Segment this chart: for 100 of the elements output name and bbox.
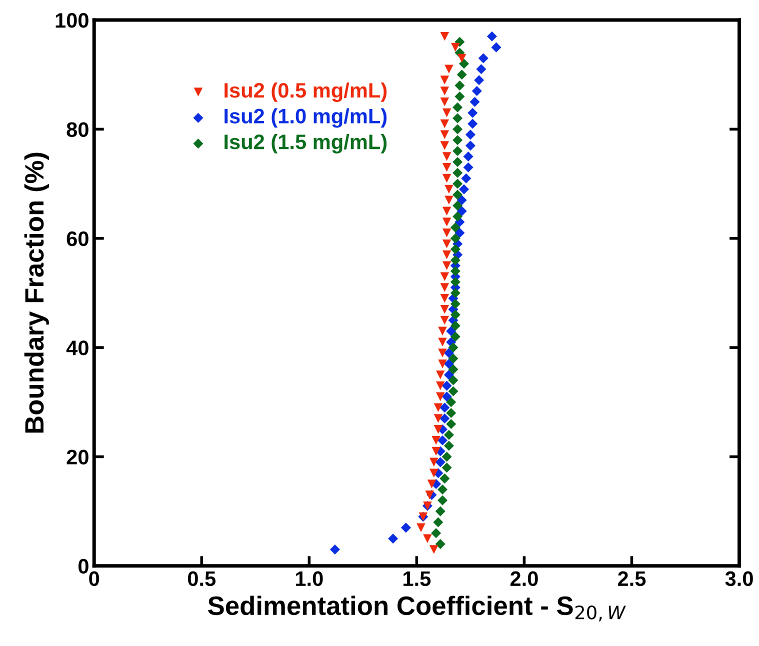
point	[430, 468, 438, 478]
point	[461, 173, 472, 184]
point	[440, 32, 450, 41]
point	[444, 430, 454, 440]
x-tick-label: 0	[89, 571, 100, 586]
y-tick-label: 80	[66, 122, 88, 137]
point	[432, 446, 440, 456]
point	[425, 490, 434, 500]
point	[442, 163, 452, 172]
point	[465, 130, 476, 140]
point	[444, 358, 454, 369]
point	[442, 392, 452, 402]
point	[478, 53, 488, 64]
point	[442, 228, 452, 238]
point	[446, 418, 456, 429]
point	[450, 233, 460, 244]
point	[463, 162, 474, 172]
point	[468, 108, 478, 118]
point	[433, 517, 444, 528]
x-tick-label: 2.5	[618, 571, 646, 586]
legend-label: Isu2 (1.5 mg/mL)	[224, 134, 387, 154]
point	[416, 523, 426, 532]
point	[436, 381, 445, 390]
point	[436, 392, 445, 402]
point	[444, 348, 454, 358]
point	[440, 283, 450, 292]
point	[452, 113, 463, 124]
point	[456, 70, 467, 80]
point	[440, 304, 450, 314]
y-tick-label: 20	[66, 450, 88, 464]
legend-label: Isu2 (0.5 mg/mL)	[224, 82, 387, 102]
point	[432, 436, 440, 445]
point	[440, 402, 450, 413]
point	[450, 332, 460, 342]
point	[442, 206, 452, 216]
point	[452, 212, 463, 222]
point	[452, 102, 463, 112]
point	[440, 316, 450, 325]
point	[440, 474, 450, 484]
point	[444, 184, 454, 194]
point	[438, 348, 447, 358]
point	[440, 272, 450, 281]
point	[457, 54, 466, 63]
point	[440, 98, 450, 106]
point	[474, 75, 484, 86]
point	[486, 31, 497, 42]
point	[448, 342, 458, 353]
point	[440, 119, 450, 128]
y-tick-label: 0	[78, 558, 88, 574]
point	[470, 96, 480, 107]
point	[448, 386, 458, 396]
y-tick-label: 60	[66, 231, 88, 246]
point	[434, 403, 443, 412]
point	[431, 528, 442, 538]
point	[434, 414, 443, 423]
point	[430, 545, 438, 554]
point	[472, 86, 482, 96]
point	[452, 124, 463, 134]
point	[442, 239, 452, 248]
point	[427, 480, 436, 488]
point	[437, 484, 448, 494]
point	[442, 380, 452, 391]
point	[450, 222, 460, 232]
legend-label: Isu2 (1.0 mg/mL)	[224, 108, 387, 128]
point	[440, 414, 450, 424]
point	[388, 534, 398, 544]
point	[444, 64, 454, 74]
point	[442, 250, 452, 260]
point	[442, 452, 452, 462]
point	[444, 370, 454, 380]
point	[438, 338, 447, 346]
point	[446, 408, 456, 418]
point	[442, 152, 452, 161]
point	[450, 277, 460, 288]
point	[450, 244, 460, 254]
point	[456, 206, 467, 216]
x-axis-title: Sedimentation Coefficient - S$_{20,W}$	[208, 596, 626, 622]
point	[452, 146, 463, 156]
point	[454, 80, 465, 91]
point	[448, 364, 458, 374]
y-axis-title: Boundary Fraction (%)	[24, 152, 49, 433]
point	[437, 435, 448, 446]
point	[452, 190, 463, 200]
point	[436, 370, 445, 380]
point	[440, 130, 450, 140]
x-tick-label: 3.0	[725, 571, 753, 586]
point	[452, 156, 463, 167]
point	[400, 522, 411, 533]
point	[440, 294, 450, 303]
point	[450, 266, 460, 276]
point	[438, 326, 447, 336]
point	[434, 425, 443, 434]
point	[454, 91, 465, 102]
point	[442, 108, 452, 118]
point	[435, 457, 446, 468]
point	[452, 135, 463, 146]
point	[468, 118, 478, 129]
point	[440, 86, 450, 96]
point	[437, 495, 448, 506]
point	[458, 58, 470, 69]
